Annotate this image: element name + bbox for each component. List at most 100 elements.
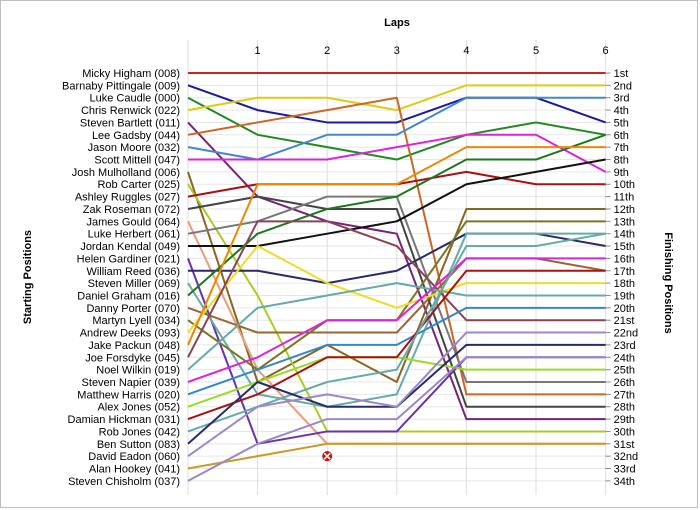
driver-label: Ben Sutton (083) bbox=[97, 439, 180, 451]
finishing-label: 13th bbox=[614, 216, 635, 228]
finishing-label: 27th bbox=[614, 389, 635, 401]
finishing-label: 30th bbox=[614, 426, 635, 438]
driver-label: Noel Wilkin (019) bbox=[96, 365, 180, 377]
series-line bbox=[187, 195, 606, 408]
finishing-label: 31st bbox=[614, 439, 635, 451]
series-line bbox=[187, 84, 606, 112]
finishing-label: 32nd bbox=[614, 451, 638, 463]
finishing-label: 29th bbox=[614, 414, 635, 426]
finishing-label: 28th bbox=[614, 402, 635, 414]
driver-label: Jason Moore (032) bbox=[88, 142, 180, 154]
driver-label: Andrew Deeks (093) bbox=[80, 328, 180, 340]
series-line bbox=[187, 133, 606, 297]
series-line bbox=[187, 442, 606, 470]
finishing-label: 5th bbox=[614, 117, 629, 129]
x-tick-label: 1 bbox=[255, 45, 261, 57]
finishing-label: 21st bbox=[614, 315, 635, 327]
driver-label: Ashley Ruggles (027) bbox=[75, 192, 180, 204]
x-tick-label: 4 bbox=[463, 45, 469, 57]
finishing-label: 16th bbox=[614, 253, 635, 265]
driver-label: Steven Miller (069) bbox=[88, 278, 180, 290]
driver-label: Lee Gadsby (044) bbox=[92, 130, 180, 142]
driver-label: William Reed (036) bbox=[86, 266, 180, 278]
series-line bbox=[187, 269, 606, 421]
driver-label: Scott Mittell (047) bbox=[94, 155, 180, 167]
driver-label: Joe Forsdyke (045) bbox=[85, 352, 180, 364]
finishing-label: 2nd bbox=[614, 80, 632, 92]
driver-label: Micky Higham (008) bbox=[82, 68, 180, 80]
finishing-label: 4th bbox=[614, 105, 629, 117]
driver-label: Luke Caudle (000) bbox=[89, 93, 180, 105]
y-axis-label-left: Starting Positions bbox=[22, 230, 34, 324]
driver-label: Chris Renwick (022) bbox=[81, 105, 180, 117]
chart-title: Laps bbox=[384, 17, 410, 29]
retired-marker-cross bbox=[323, 452, 331, 460]
driver-label: Rob Carter (025) bbox=[97, 179, 180, 191]
series-line bbox=[187, 306, 606, 396]
driver-label: Danny Porter (070) bbox=[86, 303, 180, 315]
series-line bbox=[187, 96, 606, 161]
finishing-label: 9th bbox=[614, 167, 629, 179]
driver-label: Steven Napier (039) bbox=[82, 377, 180, 389]
finishing-label: 10th bbox=[614, 179, 635, 191]
driver-label: Josh Mulholland (006) bbox=[72, 167, 180, 179]
x-axis-ticks: 1 2 3 4 5 6 bbox=[255, 45, 609, 57]
finishing-label: 14th bbox=[614, 229, 635, 241]
finishing-label: 19th bbox=[614, 290, 635, 302]
finishing-label: 25th bbox=[614, 365, 635, 377]
driver-label: Daniel Graham (016) bbox=[77, 290, 180, 302]
driver-label: Jordan Kendal (049) bbox=[80, 241, 180, 253]
retired-marker bbox=[322, 451, 333, 462]
x-tick-label: 6 bbox=[603, 45, 609, 57]
finishing-labels: 1st2nd3rd4th5th6th7th8th9th10th11th12th1… bbox=[605, 68, 638, 488]
series-line bbox=[187, 146, 606, 346]
driver-label: Barnaby Pittingale (009) bbox=[62, 80, 180, 92]
finishing-label: 22nd bbox=[614, 328, 638, 340]
finishing-label: 20th bbox=[614, 303, 635, 315]
finishing-label: 24th bbox=[614, 352, 635, 364]
series-line bbox=[187, 245, 606, 334]
series-line bbox=[187, 257, 606, 383]
finishing-label: 26th bbox=[614, 377, 635, 389]
driver-label: Steven Chisholm (037) bbox=[68, 476, 180, 488]
series-line bbox=[187, 282, 606, 371]
series-line bbox=[187, 331, 606, 457]
finishing-label: 18th bbox=[614, 278, 635, 290]
y-axis-label-right: Finishing Positions bbox=[662, 232, 674, 333]
driver-label: Helen Gardiner (021) bbox=[77, 253, 180, 265]
finishing-label: 34th bbox=[614, 476, 635, 488]
finishing-label: 6th bbox=[614, 130, 629, 142]
driver-label: Steven Bartlett (011) bbox=[80, 117, 180, 129]
series-line bbox=[187, 356, 606, 482]
x-tick-label: 5 bbox=[533, 45, 539, 57]
x-tick-label: 3 bbox=[394, 45, 400, 57]
finishing-label: 11th bbox=[614, 192, 635, 204]
finishing-label: 33rd bbox=[614, 464, 636, 476]
finishing-label: 8th bbox=[614, 155, 629, 167]
x-tick-label: 2 bbox=[324, 45, 330, 57]
driver-label: Alex Jones (052) bbox=[97, 402, 180, 414]
driver-label: Damian Hickman (031) bbox=[68, 414, 180, 426]
driver-label: Zak Roseman (072) bbox=[83, 204, 180, 216]
series-line bbox=[187, 96, 606, 396]
driver-label: Luke Herbert (061) bbox=[88, 229, 180, 241]
finishing-label: 17th bbox=[614, 266, 635, 278]
driver-label: Martyn Lyell (034) bbox=[92, 315, 180, 327]
driver-label: David Eadon (060) bbox=[88, 451, 180, 463]
driver-label: Alan Hookey (041) bbox=[89, 464, 180, 476]
finishing-label: 3rd bbox=[614, 93, 630, 105]
driver-label: Matthew Harris (020) bbox=[77, 389, 180, 401]
series-lines bbox=[187, 72, 607, 482]
finishing-label: 7th bbox=[614, 142, 629, 154]
driver-label: Jake Packun (048) bbox=[88, 340, 180, 352]
series-line bbox=[188, 133, 607, 173]
driver-label: James Gould (064) bbox=[86, 216, 180, 228]
finishing-label: 12th bbox=[614, 204, 635, 216]
finishing-label: 1st bbox=[614, 68, 629, 80]
finishing-label: 23rd bbox=[614, 340, 636, 352]
finishing-label: 15th bbox=[614, 241, 635, 253]
driver-label: Rob Jones (042) bbox=[99, 426, 180, 438]
driver-labels: Micky Higham (008)Barnaby Pittingale (00… bbox=[62, 68, 180, 488]
